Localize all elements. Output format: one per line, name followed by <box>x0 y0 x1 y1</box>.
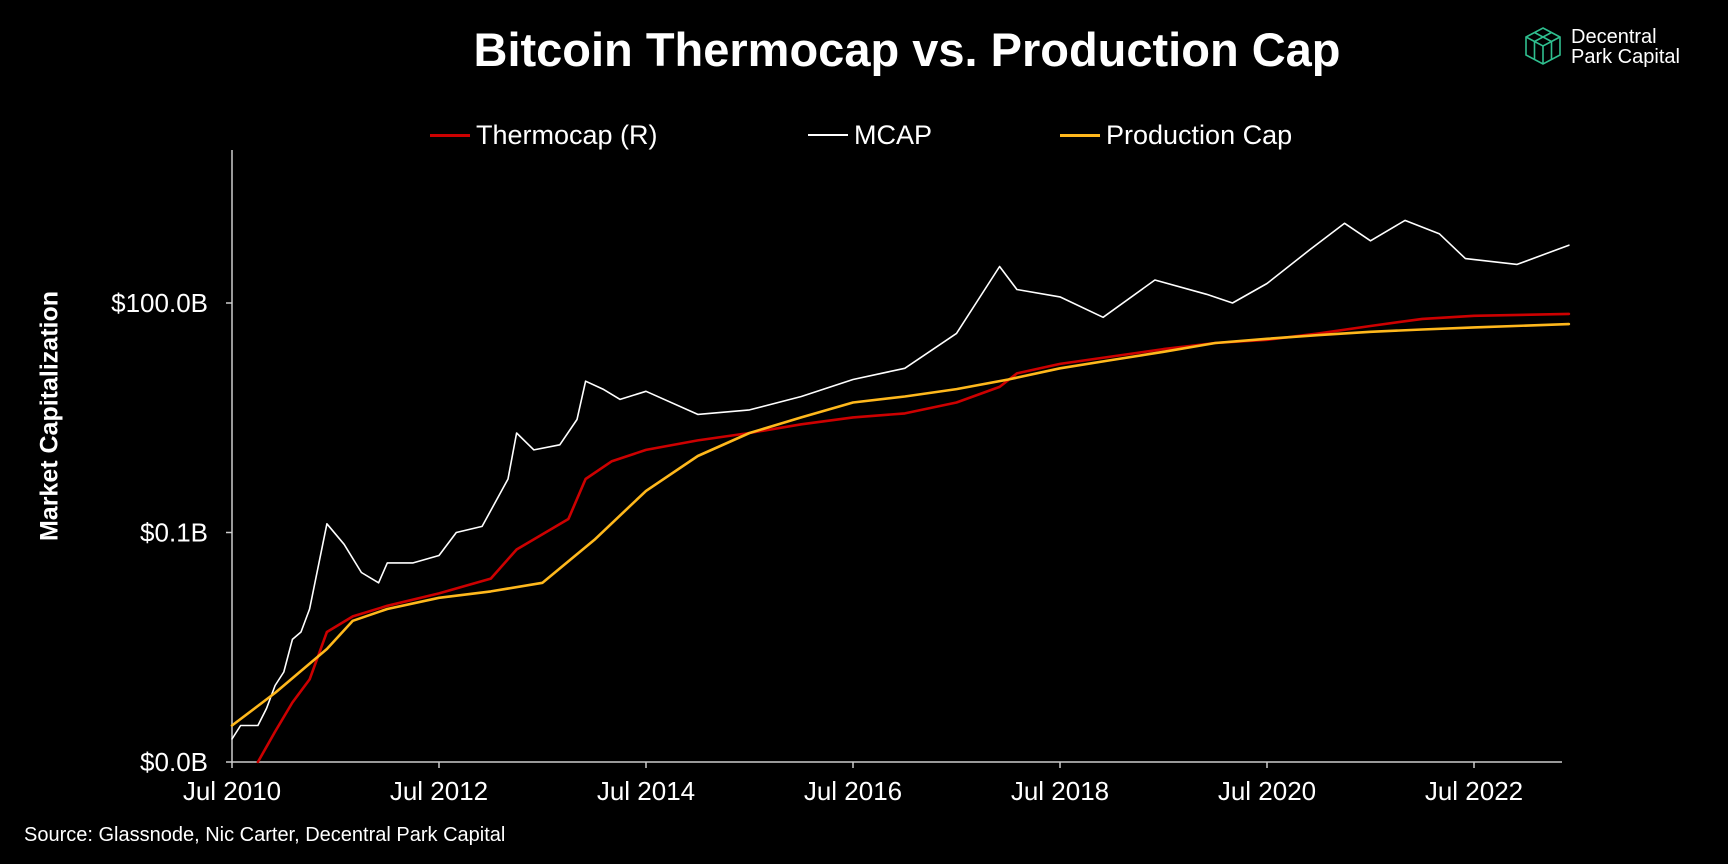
brand-name: Decentral Park Capital <box>1571 27 1728 67</box>
legend-swatch-production-cap <box>1060 133 1100 137</box>
cube-logo-icon <box>1525 27 1561 65</box>
x-tick-label: Jul 2012 <box>390 776 488 806</box>
brand-name-line2: Park Capital <box>1571 46 1680 68</box>
legend-item-thermocap: Thermocap (R) <box>430 118 658 152</box>
legend-label-thermocap: Thermocap (R) <box>476 119 658 150</box>
legend-label-production-cap: Production Cap <box>1106 119 1293 150</box>
legend-swatch-mcap <box>808 134 848 136</box>
chart-title: Bitcoin Thermocap vs. Production Cap <box>473 23 1341 76</box>
brand-name-line1: Decentral <box>1571 26 1657 48</box>
x-tick-label: Jul 2018 <box>1011 776 1109 806</box>
x-tick-label: Jul 2022 <box>1425 776 1523 806</box>
series-line-mcap <box>231 219 1570 740</box>
y-tick-label: $0.1B <box>140 518 208 548</box>
series-line-thermocap <box>256 312 1571 764</box>
series-line-production-cap <box>230 322 1571 727</box>
y-tick-label: $100.0B <box>111 288 208 318</box>
legend-item-production-cap: Production Cap <box>1060 118 1292 152</box>
chart-legend: Thermocap (R) MCAP Production Cap <box>0 118 1728 152</box>
x-tick-label: Jul 2010 <box>183 776 281 806</box>
y-tick-label: $0.0B <box>140 747 208 777</box>
legend-swatch-thermocap <box>430 133 470 137</box>
x-tick-label: Jul 2020 <box>1218 776 1316 806</box>
legend-item-mcap: MCAP <box>808 118 932 152</box>
x-tick-label: Jul 2016 <box>804 776 902 806</box>
x-tick-label: Jul 2014 <box>597 776 695 806</box>
legend-label-mcap: MCAP <box>854 119 933 150</box>
source-note: Source: Glassnode, Nic Carter, Decentral… <box>24 824 506 846</box>
